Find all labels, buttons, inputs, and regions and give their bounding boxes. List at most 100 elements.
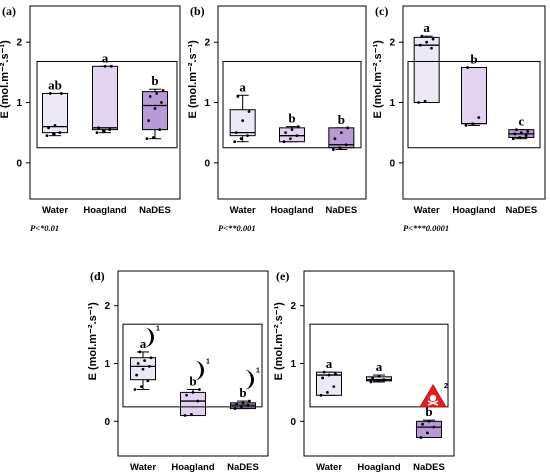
x-tick-label: Water — [414, 205, 440, 216]
p-value: P<*0.01 — [30, 223, 59, 233]
data-point — [60, 92, 63, 95]
box-nades: b NaDES — [413, 404, 445, 473]
y-tick-label: 0 — [290, 417, 296, 428]
y-tick-label: 0 — [104, 417, 110, 428]
reference-band — [407, 60, 541, 149]
box-hoagland: a Hoagland — [357, 359, 400, 473]
data-point — [160, 101, 163, 104]
box-hoagland: b Hoagland — [452, 52, 495, 216]
x-tick-label: Hoagland — [83, 205, 126, 216]
data-point — [97, 126, 100, 130]
data-point — [344, 143, 348, 147]
significance-letter: a — [102, 50, 109, 65]
data-point — [241, 401, 245, 405]
data-point — [108, 128, 112, 132]
y-tick-label: 2 — [290, 301, 296, 312]
y-tick-label: 1 — [389, 98, 395, 109]
x-tick-label: NaDES — [325, 205, 357, 216]
data-point — [518, 136, 522, 139]
panel-d: (d) 0 1 2 E (mol.m⁻².s⁻¹) a Water b Hoagland b NaD… — [87, 269, 269, 473]
box-water: a Water — [230, 79, 256, 216]
marker-superscript: 1 — [206, 358, 210, 365]
x-tick-label: Hoagland — [357, 462, 400, 473]
data-point — [153, 107, 157, 110]
significance-letter: b — [288, 111, 295, 126]
data-point — [110, 64, 113, 68]
y-tick-label: 0 — [16, 158, 22, 169]
box-water: ab Water — [42, 77, 68, 216]
y-tick-label: 0 — [389, 158, 395, 169]
data-point — [371, 376, 374, 380]
x-tick-label: NaDES — [413, 462, 445, 473]
x-tick-label: Water — [316, 462, 342, 473]
y-axis-label: E (mol.m⁻².s⁻¹) — [87, 302, 99, 381]
x-tick-label: NaDES — [227, 462, 259, 473]
y-axis-label: E (mol.m⁻².s⁻¹) — [273, 302, 285, 381]
data-point — [48, 92, 52, 95]
data-point — [233, 140, 237, 144]
data-point — [95, 131, 99, 135]
data-point — [143, 359, 147, 363]
y-axis-label: E (mol.m⁻².s⁻¹) — [0, 40, 11, 119]
x-tick-label: Hoagland — [452, 205, 495, 216]
skull-head — [429, 394, 437, 402]
data-point — [236, 95, 240, 98]
data-point — [426, 431, 429, 435]
reference-band — [309, 323, 449, 408]
data-point — [430, 46, 433, 50]
reference-band — [36, 60, 178, 149]
data-point — [133, 388, 137, 391]
data-point — [339, 131, 343, 135]
data-point — [420, 34, 424, 38]
data-point — [431, 37, 435, 41]
data-point — [248, 399, 251, 403]
data-point — [427, 419, 431, 423]
data-point — [526, 130, 530, 133]
data-point — [136, 362, 140, 365]
x-tick-label: NaDES — [505, 205, 537, 216]
data-point — [519, 131, 523, 135]
x-tick-label: Water — [130, 462, 156, 473]
data-point — [464, 124, 468, 127]
data-point — [326, 391, 329, 394]
data-point — [513, 132, 517, 136]
marker-superscript: 1 — [256, 368, 260, 375]
data-point — [419, 436, 423, 439]
y-tick-label: 0 — [204, 158, 210, 169]
significance-letter: ab — [48, 77, 62, 92]
data-point — [346, 126, 350, 130]
data-point — [471, 122, 474, 126]
data-point — [290, 128, 294, 132]
significance-letter: a — [326, 356, 333, 371]
data-point — [234, 131, 238, 135]
data-point — [149, 356, 153, 360]
y-tick-label: 1 — [104, 359, 110, 370]
p-value: P<**0.001 — [218, 223, 256, 233]
data-point — [45, 134, 49, 138]
marker-superscript: 1 — [156, 325, 160, 332]
data-point — [297, 125, 300, 129]
x-tick-label: Hoagland — [171, 462, 214, 473]
significance-letter: a — [423, 20, 430, 35]
box-body — [416, 420, 442, 438]
significance-letter: c — [518, 114, 524, 129]
data-point — [421, 422, 424, 426]
data-point — [247, 110, 251, 113]
reference-band — [222, 60, 362, 149]
data-point — [161, 89, 165, 92]
data-point — [158, 128, 162, 132]
data-point — [141, 367, 145, 371]
data-point — [382, 378, 386, 382]
data-point — [334, 372, 337, 376]
box-hoagland: b Hoagland — [171, 374, 214, 473]
crossbone — [427, 400, 439, 406]
data-point — [432, 425, 436, 429]
data-point — [331, 148, 335, 151]
box-body — [92, 65, 118, 131]
panel-c: (c) 0 1 2 E (mol.m⁻².s⁻¹) a Water b Hoagland c NaD… — [372, 4, 546, 233]
data-point — [322, 370, 326, 374]
data-point — [52, 132, 55, 136]
marker-superscript: 2 — [444, 383, 448, 390]
box-nades: c NaDES — [505, 114, 537, 216]
data-point — [239, 137, 243, 141]
